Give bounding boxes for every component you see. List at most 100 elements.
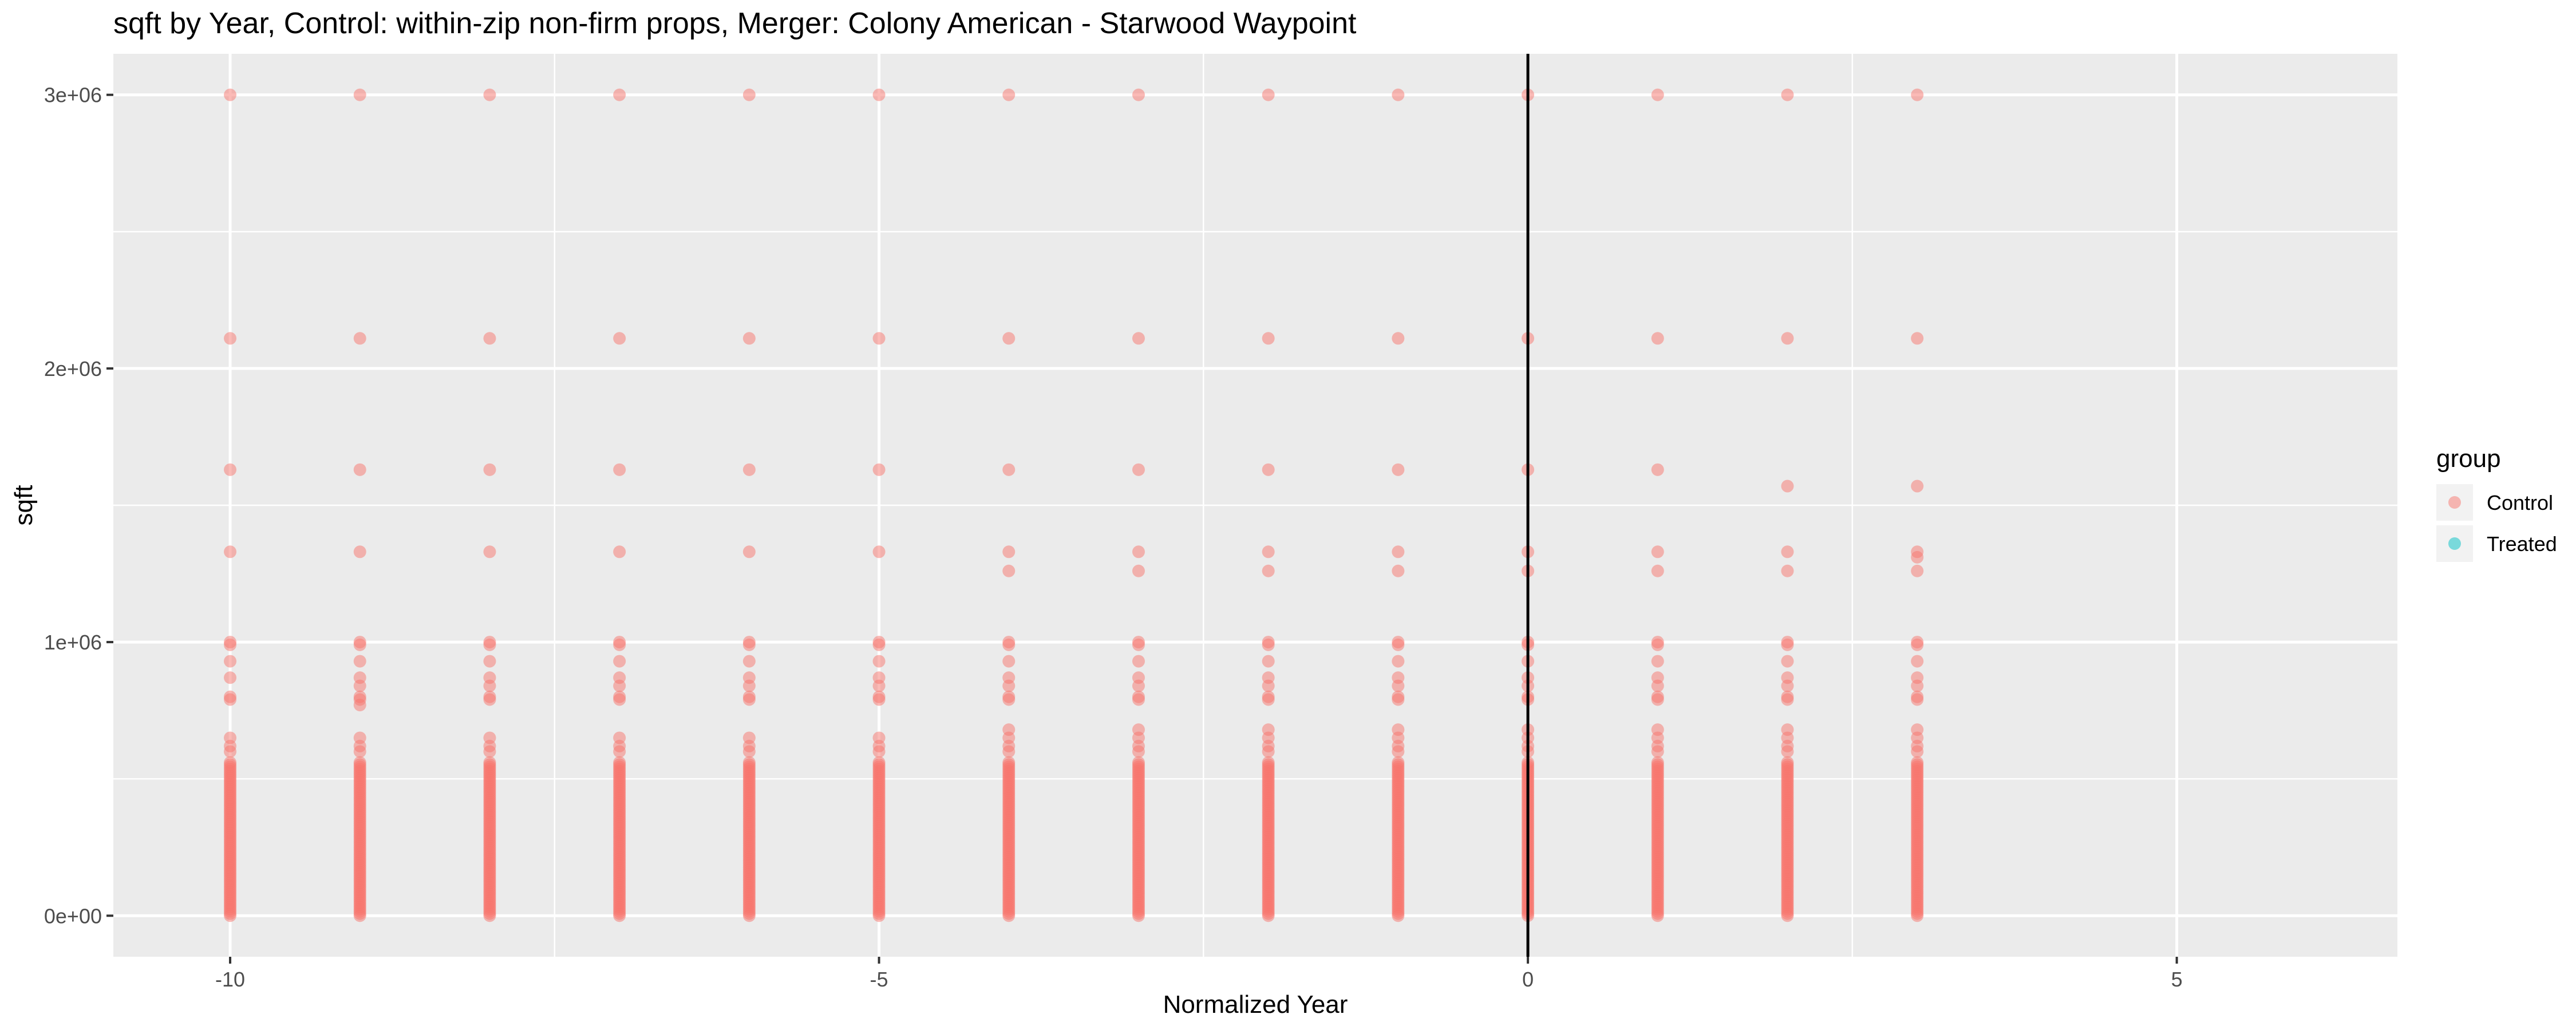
data-point (1262, 332, 1275, 345)
data-point (1262, 88, 1275, 101)
chart-title: sqft by Year, Control: within-zip non-fi… (113, 7, 1357, 40)
data-point (1911, 679, 1924, 692)
data-point (224, 638, 237, 651)
y-tick-label: 0e+00 (44, 904, 102, 928)
data-point (1781, 638, 1794, 651)
data-point (1651, 545, 1664, 558)
data-point (1911, 693, 1924, 706)
data-point (613, 545, 626, 558)
data-point (742, 655, 756, 668)
data-point (483, 463, 496, 476)
data-point (1002, 88, 1016, 101)
data-point (1651, 679, 1664, 692)
data-point (1392, 655, 1405, 668)
data-point (742, 463, 756, 476)
data-point (1651, 655, 1664, 668)
data-point (1781, 655, 1794, 668)
data-point (872, 545, 886, 558)
data-point (1911, 332, 1924, 345)
data-point (1262, 545, 1275, 558)
x-tick-label: 5 (2171, 968, 2183, 991)
data-point (224, 463, 237, 476)
data-point (742, 745, 756, 758)
data-point (1781, 679, 1794, 692)
data-point (1392, 693, 1405, 706)
data-point (1262, 564, 1275, 577)
data-point (1781, 756, 1794, 769)
data-point (1002, 679, 1016, 692)
data-point (1651, 564, 1664, 577)
legend: group Control Treated (2436, 445, 2557, 562)
data-point (353, 463, 366, 476)
data-point (483, 638, 496, 651)
legend-title: group (2436, 445, 2501, 473)
data-point (1651, 88, 1664, 101)
data-point (353, 745, 366, 758)
data-point (613, 88, 626, 101)
data-point (613, 756, 626, 769)
data-point (1781, 545, 1794, 558)
data-point (224, 671, 237, 684)
data-point (1392, 564, 1405, 577)
data-point (613, 679, 626, 692)
data-point (872, 655, 886, 668)
data-point (1651, 756, 1664, 769)
data-point (1911, 745, 1924, 758)
x-axis-title: Normalized Year (1163, 991, 1348, 1019)
y-tick-label: 2e+06 (44, 357, 102, 381)
data-point (1132, 756, 1145, 769)
data-point (1132, 745, 1145, 758)
data-point (1262, 463, 1275, 476)
x-axis: -10 -5 0 5 (215, 957, 2183, 991)
data-point (1132, 564, 1145, 577)
data-point (353, 545, 366, 558)
data-point (483, 545, 496, 558)
data-point (1781, 564, 1794, 577)
data-point (1262, 693, 1275, 706)
data-point (483, 655, 496, 668)
data-point (742, 88, 756, 101)
x-tick-label: 0 (1522, 968, 1534, 991)
data-point (1002, 564, 1016, 577)
data-point (742, 638, 756, 651)
data-point (1781, 693, 1794, 706)
data-point (1781, 332, 1794, 345)
data-point (1132, 679, 1145, 692)
data-point (1781, 480, 1794, 493)
data-point (483, 745, 496, 758)
data-point (483, 679, 496, 692)
data-point (483, 756, 496, 769)
data-point (353, 756, 366, 769)
legend-marker-treated (2448, 537, 2461, 550)
data-point (872, 756, 886, 769)
y-axis-title: sqft (10, 485, 38, 526)
data-point (224, 756, 237, 769)
data-point (613, 463, 626, 476)
data-point (1781, 88, 1794, 101)
data-point (1002, 745, 1016, 758)
y-tick-label: 1e+06 (44, 631, 102, 654)
data-point (353, 88, 366, 101)
data-point (1132, 88, 1145, 101)
data-point (353, 332, 366, 345)
data-point (1132, 332, 1145, 345)
data-point (613, 332, 626, 345)
x-tick-label: -10 (215, 968, 245, 991)
data-point (483, 332, 496, 345)
data-point (1911, 638, 1924, 651)
data-point (224, 88, 237, 101)
y-tick-label: 3e+06 (44, 84, 102, 107)
scatter-points (224, 88, 1924, 922)
data-point (353, 638, 366, 651)
data-point (613, 745, 626, 758)
data-point (1392, 545, 1405, 558)
data-point (483, 88, 496, 101)
data-point (1392, 332, 1405, 345)
data-point (1002, 655, 1016, 668)
data-point (483, 693, 496, 706)
data-point (353, 655, 366, 668)
data-point (353, 699, 366, 712)
data-point (1002, 756, 1016, 769)
data-point (1911, 655, 1924, 668)
data-point (224, 693, 237, 706)
